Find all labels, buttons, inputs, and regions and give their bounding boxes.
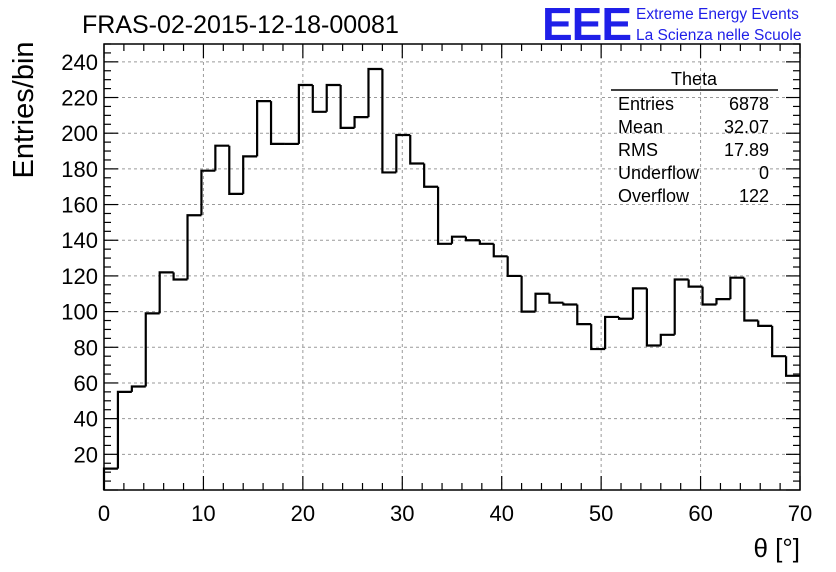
- x-tick-label-40: 40: [489, 501, 513, 526]
- stats-entries-value: 6878: [729, 94, 769, 114]
- histogram-bin-44: [715, 298, 731, 305]
- histogram-bin-21: [395, 133, 411, 173]
- stats-overflow-label: Overflow: [618, 186, 690, 206]
- histogram-bin-43: [701, 286, 717, 306]
- histogram-bin-34: [576, 304, 592, 326]
- plot-frame: [103, 43, 801, 491]
- histogram-bin-16: [325, 83, 341, 112]
- histogram-bin-42: [687, 279, 703, 288]
- x-tick-label-30: 30: [390, 501, 414, 526]
- x-tick-label-0: 0: [98, 501, 110, 526]
- histogram-bin-2: [130, 385, 146, 392]
- histogram-bin-48: [771, 325, 787, 358]
- histogram-bin-4: [158, 271, 174, 314]
- histogram-bin-6: [186, 214, 202, 280]
- histogram-bin-35: [590, 324, 606, 351]
- x-tick-label-60: 60: [688, 501, 712, 526]
- eee-logo-line2: La Scienza nelle Scuole: [636, 27, 801, 44]
- axis-ticks: [103, 43, 801, 491]
- stats-underflow-label: Underflow: [618, 163, 700, 183]
- histogram-bin-31: [534, 292, 550, 312]
- y-tick-label-180: 180: [61, 157, 98, 182]
- chart-title: FRAS-02-2015-12-18-00081: [82, 11, 399, 39]
- x-tick-label-20: 20: [291, 501, 315, 526]
- histogram-bin-7: [200, 169, 216, 216]
- histogram-bin-30: [520, 275, 536, 313]
- histogram-bin-27: [478, 240, 494, 245]
- stats-rms-label: RMS: [618, 140, 658, 160]
- x-tick-label-50: 50: [589, 501, 613, 526]
- stats-entries-label: Entries: [618, 94, 674, 114]
- histogram-bin-19: [367, 67, 383, 118]
- histogram-bin-38: [631, 287, 647, 319]
- x-tick-label-10: 10: [191, 501, 215, 526]
- histogram-bin-28: [492, 243, 508, 258]
- stats-overflow-value: 122: [739, 186, 769, 206]
- histogram-bin-8: [214, 144, 230, 171]
- y-axis-label: Entries/bin: [8, 41, 40, 178]
- y-tick-label-240: 240: [61, 50, 98, 75]
- histogram-bin-49: [784, 356, 800, 377]
- axis-tick-labels: 0 10 20 30 40 50 60 70 20 40 60 80 100 120 140 160 180 20…: [61, 50, 812, 526]
- y-tick-label-60: 60: [74, 371, 98, 396]
- histogram-bin-37: [617, 316, 633, 320]
- stats-mean-label: Mean: [618, 117, 663, 137]
- y-tick-label-140: 140: [61, 228, 98, 253]
- y-tick-label-160: 160: [61, 193, 98, 218]
- histogram-bin-40: [659, 333, 675, 346]
- x-axis-label: θ [°]: [753, 533, 800, 563]
- eee-logo-line1: Extreme Energy Events: [636, 6, 799, 23]
- histogram-bin-18: [353, 116, 369, 128]
- histogram-series: [102, 67, 800, 490]
- histogram-bin-26: [464, 236, 480, 242]
- histogram-bin-10: [242, 155, 258, 194]
- histogram-bin-33: [562, 302, 578, 306]
- histogram-bin-11: [256, 99, 272, 157]
- histogram-bin-20: [381, 68, 397, 174]
- histogram-bin-47: [757, 320, 773, 327]
- y-tick-label-220: 220: [61, 86, 98, 111]
- histogram-bin-22: [409, 134, 425, 165]
- histogram-bin-46: [743, 277, 759, 322]
- y-tick-label-200: 200: [61, 121, 98, 146]
- histogram-bin-14: [297, 83, 313, 144]
- histogram-bin-36: [604, 315, 620, 350]
- histogram-bin-41: [673, 278, 689, 335]
- stats-rms-value: 17.89: [724, 140, 769, 160]
- histogram-bin-24: [436, 186, 452, 245]
- histogram-bin-3: [144, 312, 160, 387]
- histogram-bin-45: [729, 276, 745, 300]
- eee-logo: EEE Extreme Energy Events La Scienza nel…: [542, 0, 801, 50]
- y-tick-label-20: 20: [74, 442, 98, 467]
- x-tick-label-70: 70: [788, 501, 812, 526]
- stats-underflow-value: 0: [759, 163, 769, 183]
- histogram-bin-32: [548, 293, 564, 304]
- histogram-bin-39: [645, 288, 661, 347]
- stats-box-title: Theta: [671, 69, 718, 89]
- histogram-bin-9: [228, 145, 244, 195]
- histogram-bin-5: [172, 272, 188, 281]
- histogram-bin-25: [450, 235, 466, 244]
- stats-mean-value: 32.07: [724, 117, 769, 137]
- histogram-bin-29: [506, 256, 522, 278]
- histogram-bin-17: [339, 85, 355, 129]
- histogram-bin-1: [116, 390, 132, 469]
- eee-logo-mark: EEE: [542, 0, 631, 50]
- histogram-bin-23: [423, 163, 439, 188]
- histogram-bin-12: [269, 101, 285, 146]
- y-tick-label-100: 100: [61, 300, 98, 325]
- grid-lines: [104, 44, 800, 490]
- histogram-bin-15: [311, 85, 327, 113]
- y-tick-label-40: 40: [74, 407, 98, 432]
- y-tick-label-80: 80: [74, 335, 98, 360]
- y-tick-label-120: 120: [61, 264, 98, 289]
- stats-box: Theta Entries 6878 Mean 32.07 RMS 17.89 …: [611, 69, 778, 206]
